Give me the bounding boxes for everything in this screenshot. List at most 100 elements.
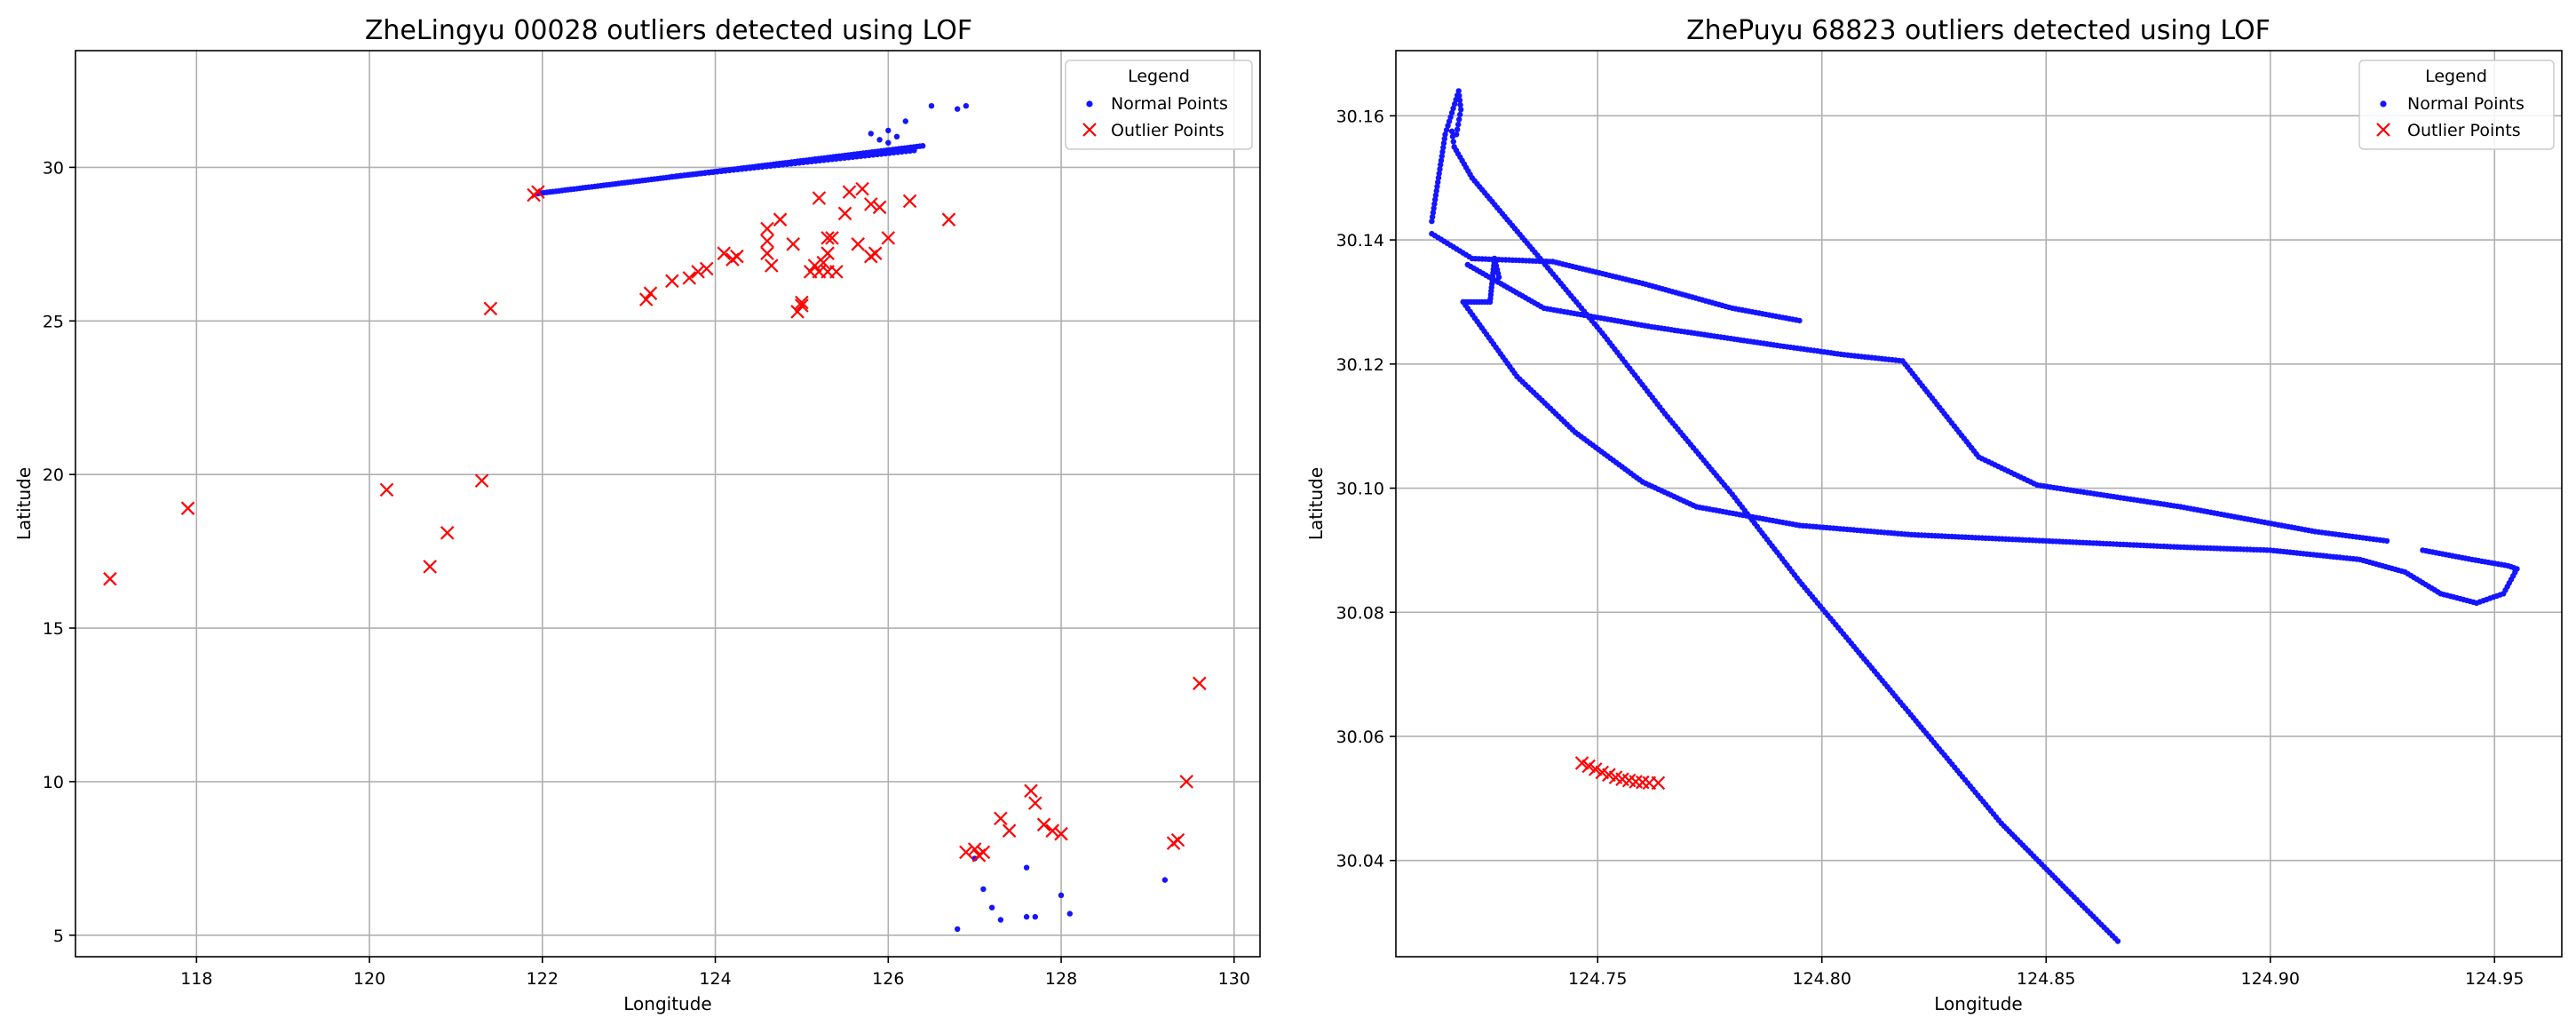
normal-point — [1023, 864, 1030, 871]
legend: Legend Normal Points Outlier Points — [1065, 60, 1253, 150]
normal-point — [1436, 171, 1442, 177]
normal-point — [1456, 92, 1462, 99]
legend-normal-label: Normal Points — [1111, 94, 1228, 114]
x-tick-label: 122 — [527, 969, 559, 989]
normal-point — [722, 168, 729, 174]
normal-point — [1447, 114, 1454, 120]
normal-point — [2114, 938, 2121, 944]
y-tick-label: 30.06 — [1336, 728, 1384, 747]
outlier-point — [816, 255, 831, 270]
normal-point — [1432, 192, 1439, 198]
outlier-point — [103, 571, 117, 586]
legend-title: Legend — [1128, 67, 1190, 86]
normal-point — [2383, 537, 2390, 545]
outlier-point — [842, 185, 857, 199]
plot-frame — [75, 50, 1261, 958]
normal-point — [701, 170, 708, 176]
normal-point — [878, 151, 884, 157]
outlier-point — [941, 212, 956, 227]
x-tick-label: 118 — [180, 969, 212, 989]
y-tick-label: 30.10 — [1336, 480, 1384, 499]
normal-point — [1438, 157, 1445, 163]
normal-point — [1454, 126, 1461, 132]
normal-point — [955, 926, 961, 933]
normal-point — [885, 139, 892, 146]
normal-point — [1431, 205, 1437, 211]
normal-point — [1440, 139, 1447, 147]
normal-point — [1058, 892, 1065, 898]
normal-point — [1437, 166, 1443, 172]
legend-outlier-label: Outlier Points — [1111, 121, 1225, 140]
outlier-point — [976, 845, 991, 860]
outlier-point — [959, 845, 973, 860]
normal-point — [1446, 118, 1453, 124]
outlier-point — [1028, 796, 1042, 810]
legend-outlier-marker — [2376, 123, 2390, 137]
normal-point — [876, 137, 883, 143]
normal-point — [1495, 274, 1502, 281]
outlier-point — [872, 200, 887, 215]
normal-point — [997, 917, 1004, 923]
ticks: 118 120 122 124 126 128 130 5 10 15 20 25 30 — [43, 158, 1250, 989]
normal-point — [1066, 911, 1074, 917]
x-tick-label: 124.80 — [1793, 969, 1851, 989]
y-tick-label: 30.12 — [1336, 355, 1384, 375]
outlier-point — [760, 234, 774, 249]
normal-point — [920, 143, 926, 149]
outlier-point — [665, 274, 679, 289]
y-axis-label: Latitude — [13, 467, 35, 540]
y-tick-label: 30.08 — [1336, 603, 1384, 623]
x-tick-label: 124 — [699, 969, 731, 989]
normal-point — [837, 155, 844, 162]
x-tick-label: 120 — [353, 969, 385, 989]
normal-point — [1455, 121, 1462, 128]
normal-point — [1448, 128, 1455, 134]
outlier-series — [103, 181, 1207, 863]
outlier-point — [790, 305, 805, 319]
outlier-point — [868, 246, 883, 260]
outlier-point — [795, 298, 809, 313]
normal-point — [902, 118, 908, 124]
outlier-point — [851, 237, 865, 251]
outlier-point — [795, 295, 809, 310]
outlier-point — [440, 526, 455, 540]
y-tick-label: 25 — [43, 312, 64, 331]
legend-box — [2358, 60, 2555, 150]
outlier-point — [760, 246, 774, 260]
y-axis-label: Latitude — [1305, 467, 1327, 540]
chart-title: ZheLingyu 00028 outliers detected using … — [365, 15, 972, 46]
outlier-point — [379, 482, 394, 497]
normal-point — [1432, 196, 1439, 203]
normal-point — [911, 147, 917, 154]
outlier-point — [643, 286, 658, 300]
normal-point — [1440, 144, 1447, 151]
normal-point — [1452, 100, 1458, 107]
x-tick-label: 124.95 — [2465, 969, 2524, 989]
outlier-point — [483, 301, 498, 316]
outlier-point — [700, 261, 714, 276]
outlier-point — [812, 191, 827, 205]
normal-point — [1455, 88, 1462, 94]
normal-point — [1435, 179, 1441, 186]
outlier-point — [765, 258, 779, 273]
x-tick-label: 128 — [1045, 969, 1077, 989]
normal-point — [1433, 187, 1439, 195]
normal-point — [1032, 913, 1039, 920]
x-axis-label: Longitude — [623, 993, 711, 1014]
legend-normal-marker — [1086, 100, 1093, 107]
normal-point — [1161, 877, 1169, 883]
data-points — [1429, 88, 2520, 944]
outlier-point — [1179, 775, 1193, 789]
outlier-point — [1002, 823, 1017, 838]
y-tick-label: 30.04 — [1336, 852, 1384, 871]
normal-point — [1439, 153, 1446, 159]
outlier-point — [1651, 775, 1666, 791]
normal-point — [1431, 201, 1438, 207]
normal-point — [1430, 214, 1436, 220]
normal-point — [1439, 148, 1446, 155]
outlier-point — [474, 473, 489, 488]
y-tick-label: 30 — [43, 158, 64, 178]
outlier-point — [1574, 756, 1589, 770]
y-tick-label: 15 — [43, 619, 64, 639]
